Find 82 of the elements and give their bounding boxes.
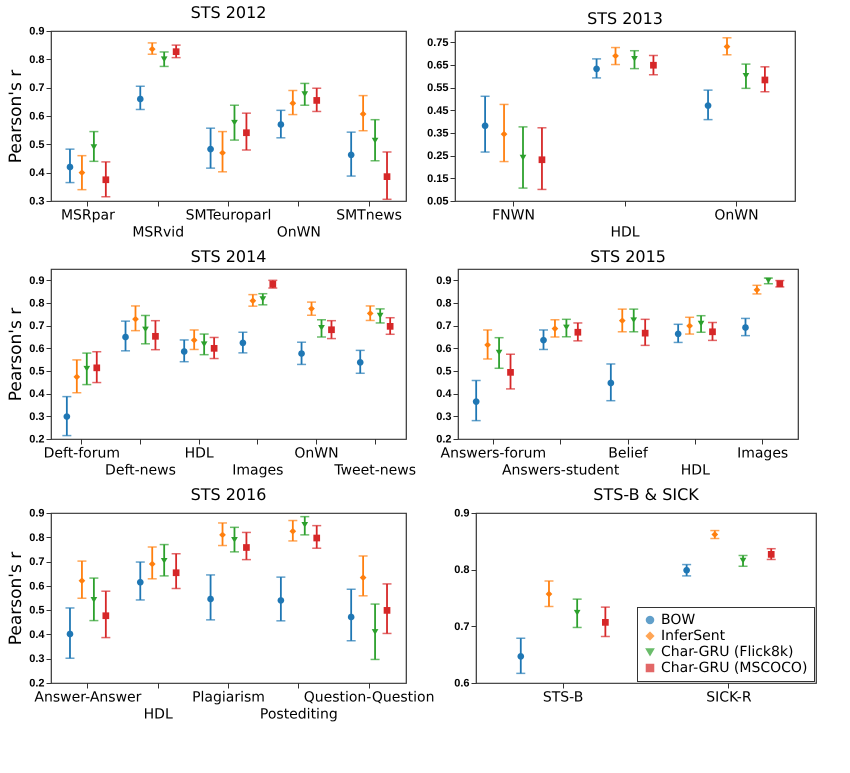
- x-tick-label: HDL: [144, 706, 173, 722]
- y-tick-label: 0.5: [29, 604, 44, 617]
- x-tick-label: Deft-news: [105, 462, 176, 478]
- y-axis-title: Pearson's r: [6, 308, 26, 402]
- chart-title: STS 2012: [190, 3, 266, 22]
- chart-title: STS 2016: [190, 485, 266, 504]
- y-tick-label: 0.15: [427, 172, 448, 185]
- x-tick-label: Question-Question: [304, 690, 434, 706]
- x-tick-label: Tweet-news: [333, 462, 416, 478]
- legend-label: Char-GRU (Flick8k): [661, 644, 794, 660]
- y-tick-label: 0.75: [427, 36, 448, 49]
- y-tick-label: 0.9: [436, 274, 452, 287]
- x-tick-label: MSRvid: [132, 224, 184, 240]
- x-tick-label: OnWN: [276, 224, 321, 240]
- x-tick-label: Answers-student: [502, 462, 620, 478]
- legend-label: InferSent: [661, 628, 726, 644]
- x-tick-label: FNWN: [492, 208, 535, 224]
- y-axis-title: Pearson's r: [6, 552, 26, 646]
- y-tick-label: 0.4: [29, 388, 46, 400]
- x-tick-label: HDL: [610, 224, 640, 240]
- y-tick-label: 0.2: [436, 434, 452, 446]
- y-tick-label: 0.25: [427, 150, 448, 162]
- x-tick-label: HDL: [184, 446, 214, 462]
- y-tick-label: 0.9: [454, 508, 470, 520]
- y-tick-label: 0.4: [29, 167, 46, 180]
- y-tick-label: 0.8: [29, 532, 44, 544]
- x-tick-label: SMTnews: [336, 208, 402, 224]
- x-tick-label: MSRpar: [60, 208, 116, 224]
- chart-title: STS-B & SICK: [593, 485, 700, 504]
- chart-title: STS 2015: [590, 247, 666, 266]
- x-tick-label: STS-B: [542, 690, 584, 706]
- x-tick-label: SMTeuroparl: [186, 208, 272, 224]
- y-tick-label: 0.2: [29, 434, 44, 446]
- y-tick-label: 0.9: [29, 508, 44, 520]
- chart-title: STS 2014: [190, 247, 266, 266]
- x-tick-label: Plagiarism: [192, 690, 265, 706]
- y-tick-label: 0.9: [29, 26, 44, 38]
- y-tick-label: 0.7: [29, 556, 44, 568]
- y-tick-label: 0.5: [29, 366, 44, 378]
- x-tick-label: Answer-Answer: [34, 690, 142, 706]
- y-tick-label: 0.3: [29, 196, 44, 208]
- y-tick-label: 0.6: [436, 342, 452, 355]
- y-tick-label: 0.3: [436, 410, 452, 423]
- y-tick-label: 0.4: [29, 628, 46, 641]
- y-tick-label: 0.7: [29, 82, 44, 94]
- y-axis-title: Pearson's r: [6, 70, 26, 164]
- y-tick-label: 0.6: [454, 678, 470, 690]
- y-tick-label: 0.65: [427, 60, 448, 72]
- x-tick-label: OnWN: [714, 208, 759, 224]
- y-tick-label: 0.2: [29, 678, 44, 690]
- x-tick-label: HDL: [680, 462, 710, 478]
- y-tick-label: 0.7: [454, 620, 470, 633]
- y-tick-label: 0.6: [29, 110, 44, 122]
- y-tick-label: 0.6: [29, 342, 44, 355]
- y-tick-label: 0.8: [29, 54, 44, 66]
- y-tick-label: 0.4: [436, 388, 452, 400]
- y-tick-label: 0.3: [29, 410, 44, 423]
- x-tick-label: Images: [232, 462, 284, 478]
- x-tick-label: SICK-R: [706, 690, 752, 706]
- y-tick-label: 0.9: [29, 274, 44, 287]
- y-tick-label: 0.7: [436, 320, 452, 332]
- y-tick-label: 0.8: [29, 298, 44, 310]
- y-tick-label: 0.45: [427, 104, 448, 117]
- x-tick-label: Answers-forum: [440, 446, 546, 462]
- x-tick-label: OnWN: [294, 446, 339, 462]
- y-tick-label: 0.3: [29, 653, 44, 666]
- y-tick-label: 0.8: [454, 564, 470, 576]
- chart-title: STS 2013: [587, 9, 663, 28]
- y-tick-label: 0.55: [427, 82, 448, 94]
- x-tick-label: Belief: [608, 446, 649, 462]
- y-tick-label: 0.05: [427, 196, 448, 208]
- y-tick-label: 0.6: [29, 580, 44, 592]
- y-tick-label: 0.5: [29, 138, 44, 151]
- x-tick-label: Postediting: [260, 706, 338, 722]
- x-tick-label: Images: [737, 446, 788, 462]
- y-tick-label: 0.35: [427, 128, 448, 140]
- x-tick-label: Deft-forum: [44, 446, 120, 462]
- legend-label: Char-GRU (MSCOCO): [661, 660, 808, 676]
- y-tick-label: 0.8: [436, 298, 452, 310]
- legend-label: BOW: [661, 612, 696, 628]
- y-tick-label: 0.7: [29, 320, 44, 332]
- y-tick-label: 0.5: [436, 366, 452, 378]
